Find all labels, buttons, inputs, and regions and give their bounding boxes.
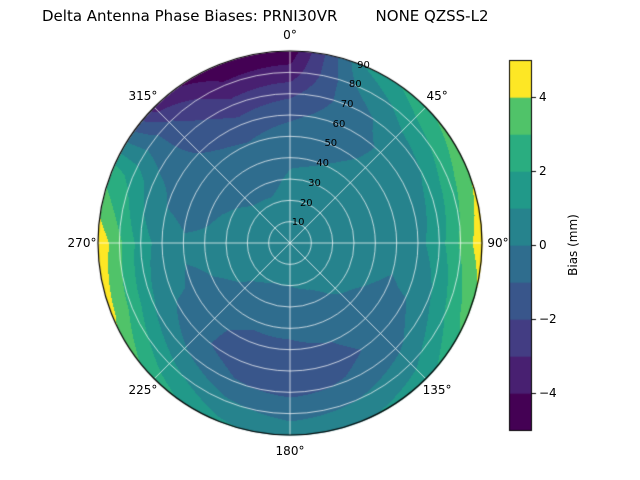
angular-tick-label: 90° bbox=[487, 236, 509, 250]
radial-tick-label: 80 bbox=[348, 79, 362, 91]
colorbar-tick-label: −2 bbox=[539, 312, 557, 326]
angular-tick-label: 180° bbox=[275, 444, 305, 458]
radial-tick-label: 60 bbox=[332, 118, 346, 130]
radial-tick-label: 10 bbox=[291, 217, 305, 229]
radial-tick-label: 20 bbox=[299, 197, 313, 209]
colorbar-tick-label: −4 bbox=[539, 386, 557, 400]
angular-tick-label: 315° bbox=[128, 88, 158, 103]
angular-tick-label: 270° bbox=[67, 236, 97, 250]
radial-tick-label: 90 bbox=[357, 59, 370, 71]
angular-tick-label: 0° bbox=[283, 28, 297, 42]
colorbar-tick-label: 2 bbox=[539, 164, 547, 178]
angular-tick-label: 135° bbox=[422, 383, 452, 398]
radial-tick-label: 40 bbox=[316, 158, 330, 170]
radial-tick-label: 70 bbox=[340, 99, 354, 111]
angular-tick-label: 45° bbox=[426, 88, 448, 103]
colorbar-axis-label: Bias (mm) bbox=[566, 214, 580, 276]
angular-tick-label: 225° bbox=[128, 383, 158, 398]
colorbar-tick-label: 0 bbox=[539, 238, 547, 252]
radial-tick-label: 30 bbox=[308, 177, 321, 189]
colorbar-tick-label: 4 bbox=[539, 90, 547, 104]
radial-tick-label: 50 bbox=[324, 138, 338, 150]
